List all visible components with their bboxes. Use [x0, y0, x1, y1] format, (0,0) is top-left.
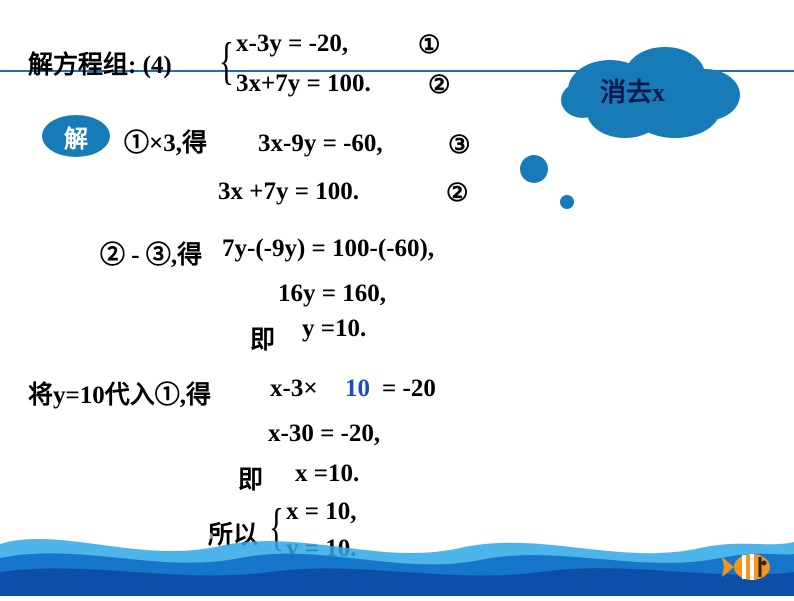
step6-eq-c: = -20: [382, 375, 436, 403]
water-waves: [0, 516, 794, 596]
thought-circle-2: [560, 195, 574, 209]
brace-system: {: [219, 32, 234, 91]
step8-label: 即: [238, 460, 263, 496]
step1-eq: 3x-9y = -60,: [258, 130, 383, 158]
step8-eq: x =10.: [295, 460, 359, 488]
eq2-num: ②: [428, 70, 450, 100]
step6-eq-a: x-3×: [270, 375, 318, 403]
eq1-num: ①: [418, 30, 440, 60]
step6-label: 将y=10代入①,得: [28, 375, 211, 411]
step5-eq: y =10.: [302, 315, 366, 343]
thought-circle-1: [520, 155, 548, 183]
step6-eq-b: 10: [345, 375, 370, 403]
solve-bubble: 解: [42, 115, 110, 157]
cloud-text: 消去x: [600, 72, 665, 109]
eq2: 3x+7y = 100.: [236, 70, 371, 98]
step1-num: ③: [448, 130, 470, 160]
eq1: x-3y = -20,: [236, 30, 348, 58]
step3-eq: 7y-(-9y) = 100-(-60),: [222, 235, 434, 263]
step2-num: ②: [446, 178, 468, 208]
step2-eq: 3x +7y = 100.: [218, 178, 359, 206]
title-label: 解方程组: (4): [28, 45, 172, 81]
step4: 16y = 160,: [278, 280, 386, 308]
fish-icon: [722, 545, 776, 590]
step5-label: 即: [250, 320, 275, 356]
cloud-callout: 消去x: [555, 40, 745, 130]
solve-label: 解: [64, 119, 88, 154]
step7: x-30 = -20,: [268, 420, 380, 448]
step1-label: ①×3,得: [124, 123, 207, 159]
step3-label: ② - ③,得: [100, 235, 202, 271]
